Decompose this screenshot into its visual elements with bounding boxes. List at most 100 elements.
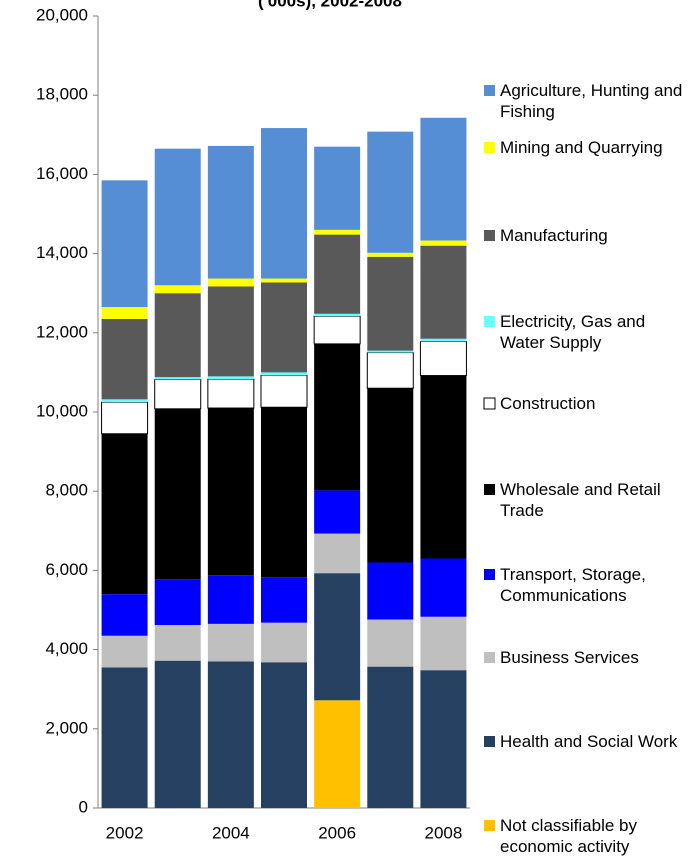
bar-segment: [154, 377, 201, 380]
legend-swatch: [484, 230, 495, 241]
legend-swatch: [484, 569, 495, 580]
chart-title: ('000s), 2002-2008: [258, 0, 402, 10]
legend-label: Construction: [500, 394, 596, 413]
y-tick-label: 2,000: [45, 718, 88, 737]
bar-segment: [207, 145, 254, 279]
bar-segment: [154, 660, 201, 808]
legend-swatch: [484, 85, 495, 96]
bar-segment: [154, 579, 201, 626]
bar-segment: [367, 666, 414, 808]
bar-segment: [420, 240, 467, 246]
bar-segment: [314, 343, 361, 491]
bar-segment: [314, 573, 361, 701]
legend-label: Transport, Storage, Communications: [500, 565, 646, 605]
bar-segment: [367, 619, 414, 667]
bar-segment: [154, 285, 201, 294]
y-tick-label: 12,000: [36, 322, 88, 341]
bar-segment: [207, 575, 254, 624]
bar-segment: [314, 533, 361, 574]
legend-swatch: [484, 736, 495, 747]
legend-swatch: [484, 484, 495, 495]
legend-label: Manufacturing: [500, 226, 608, 245]
x-tick-label: 2002: [106, 823, 144, 842]
bar-segment: [367, 252, 414, 257]
bar-segment: [101, 307, 148, 319]
bar-segment: [154, 408, 201, 580]
bar-segment: [420, 670, 467, 808]
bar-segment: [101, 399, 148, 403]
legend-label: Business Services: [500, 648, 639, 667]
bar-segment: [261, 662, 307, 808]
bar-segment: [261, 278, 307, 283]
bar-segment: [367, 562, 414, 620]
bar-segment: [207, 286, 254, 377]
bar-segment: [207, 378, 255, 409]
legend-swatch: [484, 142, 495, 153]
bar-segment: [207, 278, 254, 287]
legend-swatch: [484, 652, 495, 663]
bar-segment: [101, 433, 148, 595]
bar-segment: [314, 229, 361, 235]
legend-label: Health and Social Work: [500, 732, 678, 751]
bar-segment: [367, 350, 414, 353]
bar-segment: [420, 558, 467, 617]
bar-segment: [154, 293, 201, 378]
y-tick-label: 20,000: [36, 5, 88, 24]
bar-segment: [101, 401, 149, 435]
legend-label: Mining and Quarrying: [500, 138, 663, 157]
bar-segment: [261, 128, 307, 279]
bar-segment: [420, 375, 467, 559]
bar-segment: [154, 379, 202, 410]
legend-label: Not classifiable by economic activity: [500, 816, 638, 856]
legend-swatch: [484, 316, 495, 327]
y-tick-label: 6,000: [45, 560, 88, 579]
bar-segment: [261, 622, 307, 663]
bar-segment: [367, 131, 414, 253]
legend-label: Electricity, Gas and Water Supply: [500, 312, 646, 352]
y-tick-label: 4,000: [45, 639, 88, 658]
bar-segment: [261, 407, 307, 578]
legend-swatch: [483, 397, 496, 410]
bar-segment: [420, 245, 467, 339]
legend-swatch: [484, 820, 495, 831]
bar-segment: [261, 282, 307, 373]
y-tick-label: 10,000: [36, 401, 88, 420]
bar-segment: [101, 635, 148, 668]
x-tick-label: 2004: [212, 823, 250, 842]
y-tick-label: 8,000: [45, 481, 88, 500]
bar-segment: [260, 374, 308, 408]
bar-segment: [419, 341, 467, 377]
bar-segment: [154, 625, 201, 661]
bar-segment: [101, 594, 148, 636]
bar-segment: [207, 623, 254, 662]
y-tick-label: 16,000: [36, 164, 88, 183]
bar-segment: [366, 352, 414, 389]
y-tick-label: 0: [79, 797, 88, 816]
bar-segment: [207, 661, 254, 808]
bar-segment: [314, 700, 361, 808]
bar-segment: [313, 315, 361, 345]
bar-segment: [154, 148, 201, 286]
legend-label: Agriculture, Hunting and Fishing: [500, 81, 683, 121]
bar-segment: [314, 234, 361, 314]
y-tick-label: 18,000: [36, 85, 88, 104]
bar-segment: [314, 146, 361, 230]
x-tick-label: 2008: [425, 823, 463, 842]
x-tick-label: 2006: [318, 823, 356, 842]
bar-segment: [420, 616, 467, 671]
bar-segment: [420, 338, 467, 342]
bar-segment: [367, 256, 414, 351]
bar-segment: [314, 490, 361, 534]
bar-segment: [207, 376, 254, 380]
y-tick-label: 14,000: [36, 243, 88, 262]
bar-segment: [101, 318, 148, 400]
bar-segment: [207, 408, 254, 576]
bar-segment: [101, 667, 148, 808]
bar-segment: [261, 372, 307, 376]
legend-label: Wholesale and Retail Trade: [500, 480, 661, 520]
bar-segment: [101, 180, 148, 308]
bar-segment: [261, 577, 307, 623]
bar-segment: [314, 313, 361, 317]
bar-segment: [420, 117, 467, 241]
